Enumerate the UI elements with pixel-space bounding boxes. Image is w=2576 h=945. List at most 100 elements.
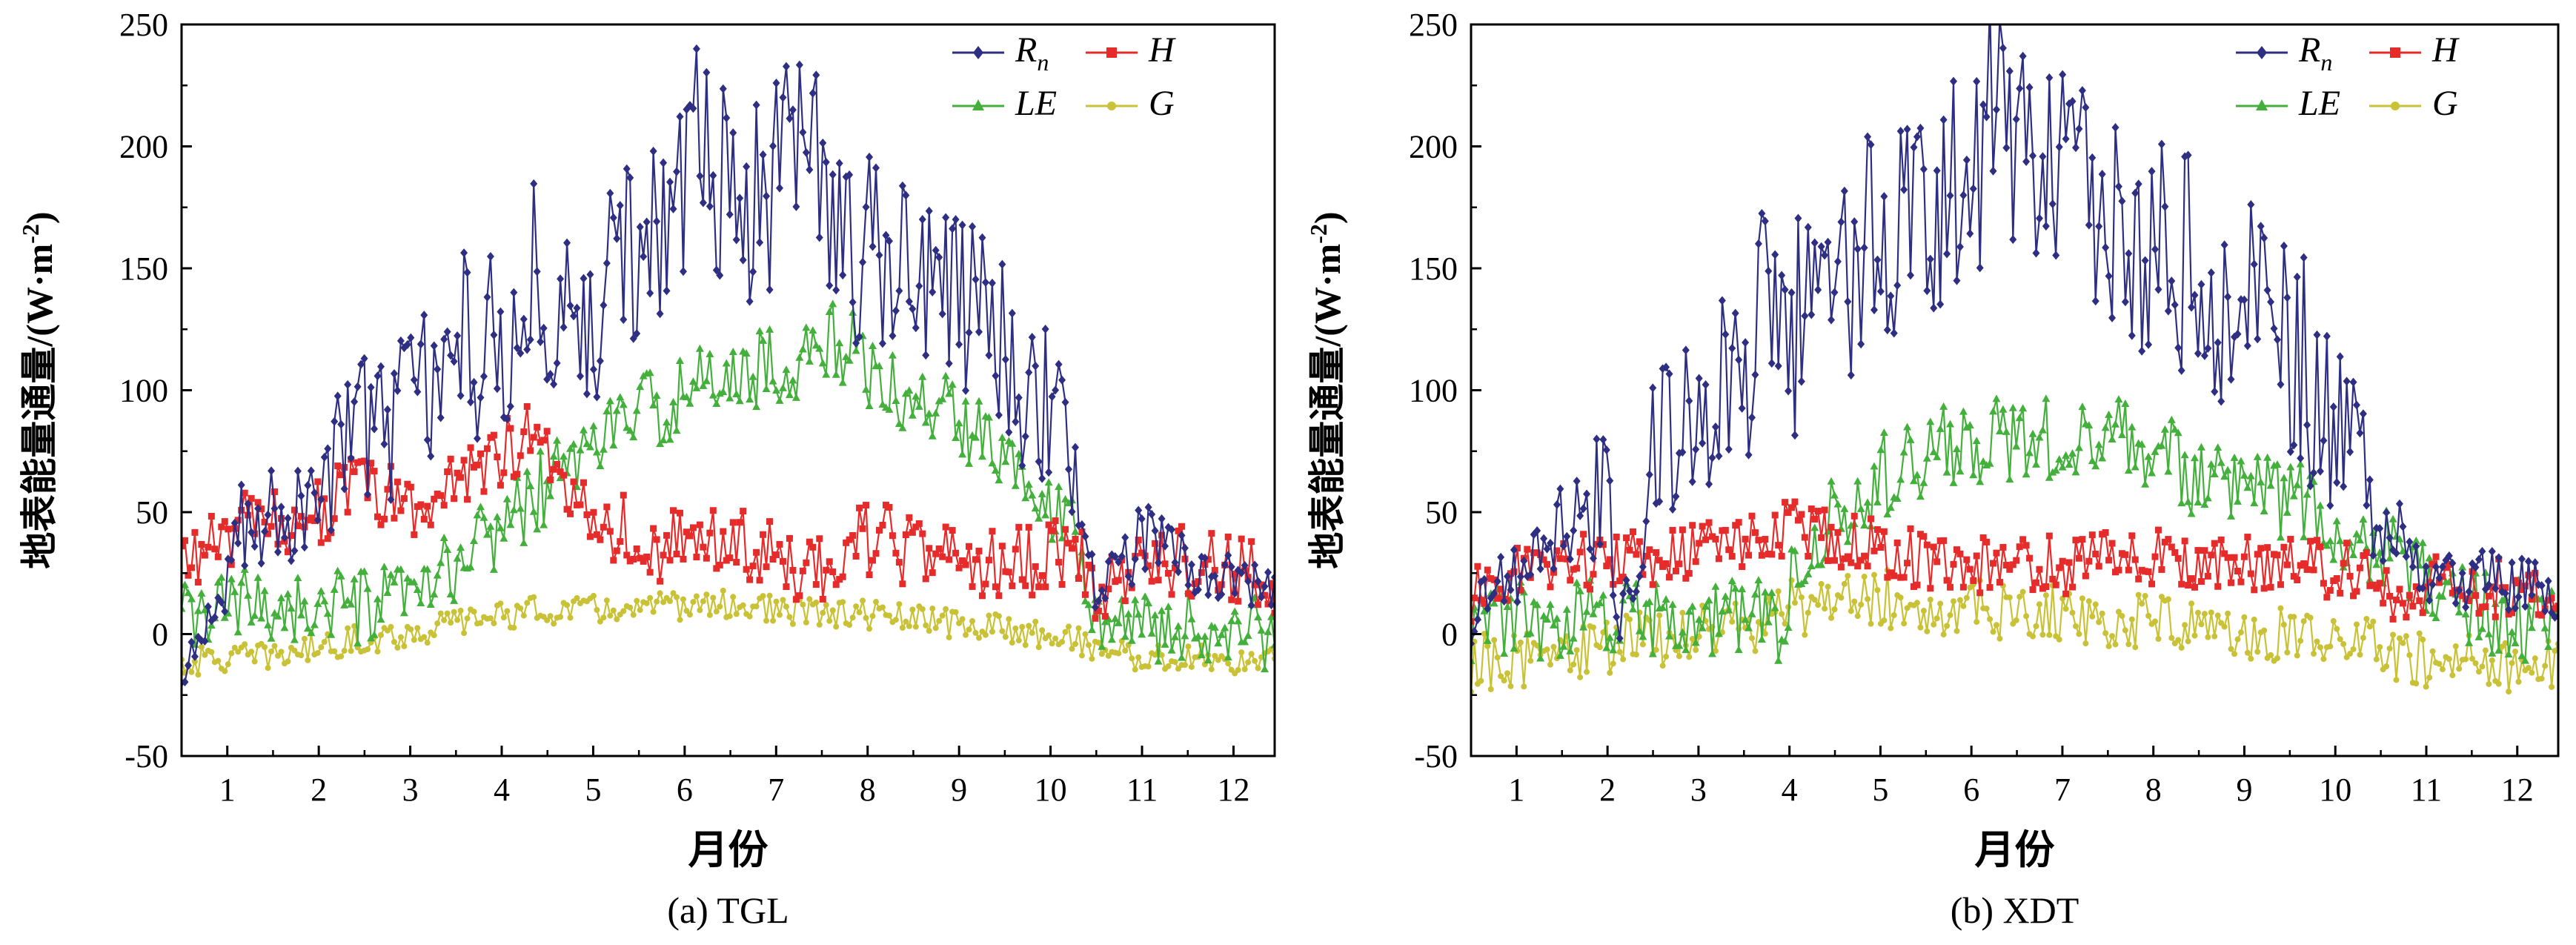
data-point: [1082, 631, 1089, 637]
data-point: [534, 423, 541, 431]
y-tick-label: 200: [1409, 129, 1458, 165]
data-point: [1042, 583, 1049, 591]
data-point: [945, 359, 953, 368]
data-point: [1605, 633, 1614, 641]
data-point: [710, 594, 717, 601]
data-point: [379, 563, 388, 571]
data-point: [795, 353, 804, 361]
data-point: [978, 233, 986, 242]
data-point: [1606, 556, 1613, 563]
data-point: [2465, 587, 2473, 597]
data-point: [408, 626, 414, 633]
data-point: [955, 564, 963, 571]
data-point: [806, 538, 813, 546]
data-point: [1609, 646, 1618, 654]
data-point: [1814, 508, 1822, 515]
data-point: [577, 501, 584, 508]
data-point: [1606, 476, 1614, 485]
data-point: [1857, 339, 1865, 349]
data-point: [719, 387, 728, 395]
data-point: [912, 323, 920, 333]
data-point: [1735, 355, 1743, 365]
data-point: [1876, 287, 1885, 296]
data-point: [2049, 575, 2057, 583]
data-point: [700, 598, 706, 605]
data-point: [2065, 460, 2074, 468]
data-point: [301, 523, 308, 531]
data-point: [1484, 604, 1492, 614]
data-point: [859, 525, 866, 532]
data-point: [929, 287, 937, 296]
data-point: [1893, 280, 1902, 290]
data-point: [1970, 577, 1977, 584]
data-point: [268, 523, 275, 530]
data-point: [1078, 548, 1086, 556]
data-point: [1066, 623, 1072, 630]
data-point: [2383, 567, 2390, 574]
data-point: [2108, 540, 2116, 547]
x-tick-label: 9: [2236, 772, 2252, 808]
data-point: [1986, 0, 1994, 8]
data-point: [1024, 480, 1033, 488]
data-point: [365, 646, 371, 652]
data-point: [497, 600, 504, 607]
data-point: [1018, 461, 1026, 471]
data-point: [1864, 132, 1872, 142]
data-point: [820, 609, 826, 616]
data-point: [2151, 553, 2159, 560]
data-point: [909, 528, 916, 536]
data-point: [2469, 655, 2476, 662]
data-point: [1521, 683, 1527, 690]
data-point: [2132, 644, 2139, 651]
data-point: [2055, 455, 2064, 463]
data-point: [2330, 617, 2337, 624]
data-point: [1045, 521, 1052, 528]
data-point: [2372, 560, 2381, 568]
data-point: [1623, 534, 1630, 542]
data-point: [261, 527, 269, 537]
data-point: [2208, 609, 2214, 616]
data-point: [497, 307, 505, 316]
data-point: [1917, 624, 1924, 631]
data-point: [2250, 499, 2259, 507]
data-point: [596, 356, 604, 365]
data-point: [1969, 471, 1978, 479]
data-point: [935, 397, 943, 405]
data-point: [1107, 635, 1116, 643]
data-point: [1629, 528, 1636, 535]
data-point: [646, 568, 654, 576]
data-point: [1115, 557, 1123, 567]
data-point: [2223, 465, 2232, 474]
data-point: [760, 593, 766, 600]
data-point: [984, 413, 993, 421]
data-point: [2006, 566, 2014, 573]
data-point: [1255, 601, 1262, 609]
data-point: [493, 512, 502, 520]
data-point: [2203, 494, 2212, 502]
data-point: [852, 552, 860, 560]
data-point: [267, 634, 276, 642]
data-point: [752, 100, 760, 110]
data-point: [1550, 643, 1557, 650]
data-point: [905, 386, 914, 394]
data-point: [260, 586, 269, 594]
data-point: [1072, 535, 1079, 543]
data-point: [2062, 590, 2070, 597]
data-point: [1966, 566, 1974, 573]
data-point: [1547, 583, 1554, 591]
data-point: [1241, 560, 1249, 570]
data-point: [1669, 526, 1676, 534]
data-point: [589, 365, 597, 374]
data-point: [925, 409, 934, 417]
data-point: [2240, 553, 2248, 560]
data-point: [650, 609, 657, 615]
data-point: [1497, 552, 1505, 562]
data-point: [353, 639, 362, 647]
data-point: [331, 417, 339, 426]
data-point: [915, 520, 923, 527]
data-point: [2412, 583, 2420, 591]
data-point: [889, 331, 897, 340]
data-point: [923, 622, 929, 629]
data-point: [915, 281, 923, 291]
series-g: [1471, 567, 2558, 695]
